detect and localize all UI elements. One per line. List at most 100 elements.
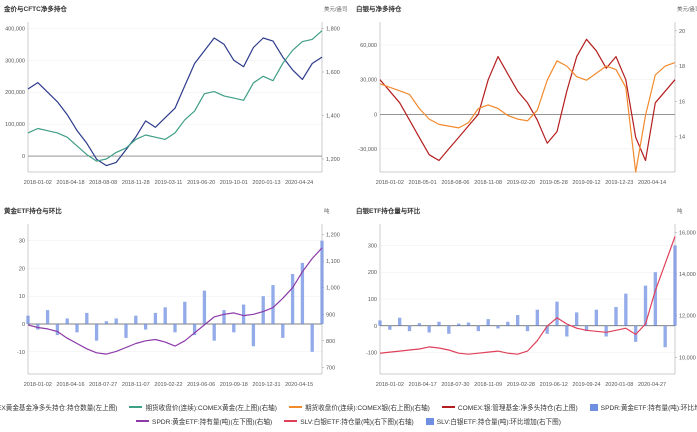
left-tick-label: 0 bbox=[374, 324, 377, 330]
chart-title: 白银与净多持仓 bbox=[356, 4, 402, 13]
legend-swatch bbox=[129, 406, 143, 408]
bar bbox=[222, 310, 226, 324]
legend-label: SPDR:黄金ETF:持有量(吨):环比增加(左下图) bbox=[600, 405, 697, 412]
x-tick-label: 2020-04-24 bbox=[285, 180, 313, 186]
x-tick-label: 2019-03-11 bbox=[155, 180, 183, 186]
x-tick-label: 2019-09-24 bbox=[572, 382, 600, 388]
x-tick-label: 2018-04-18 bbox=[56, 180, 84, 186]
x-tick-label: 2019-02-22 bbox=[154, 382, 182, 388]
left-tick-label: 10 bbox=[19, 294, 25, 300]
right-axis-unit: 美元/盎司 bbox=[677, 5, 697, 13]
right-tick-label: 1,600 bbox=[326, 70, 340, 76]
bar bbox=[55, 324, 60, 336]
bar bbox=[143, 324, 148, 330]
x-tick-label: 2018-11-28 bbox=[122, 180, 150, 186]
bar bbox=[427, 325, 431, 333]
bar bbox=[124, 324, 128, 338]
left-tick-label: 200,000 bbox=[5, 90, 25, 96]
legend-label: SLV:白银ETF:持仓量(吨)(右下图)(右轴) bbox=[300, 419, 414, 426]
bar bbox=[173, 324, 177, 333]
right-tick-label: 14 bbox=[679, 135, 685, 141]
x-tick-label: 2020-01-08 bbox=[605, 382, 633, 388]
bar bbox=[378, 320, 382, 326]
bar bbox=[65, 318, 69, 324]
bar bbox=[290, 274, 295, 324]
legend: COMEX黄金基金净多头持仓:持仓数量(左上图) 期货收盘价(连续):COMEX黄… bbox=[0, 400, 697, 432]
series-line-2 bbox=[27, 247, 323, 355]
legend-swatch bbox=[284, 420, 298, 422]
bar bbox=[202, 290, 207, 324]
chart-title: 黄金ETF持仓与环比 bbox=[4, 206, 62, 215]
x-tick-label: 2019-02-28 bbox=[507, 382, 535, 388]
bar bbox=[114, 318, 118, 324]
bar bbox=[506, 321, 510, 326]
chart-panel-1: 金价与CFTC净多持仓 美元/盎司 400,000 300,000 200,000 100… bbox=[3, 4, 348, 186]
right-tick-label: 800 bbox=[326, 339, 335, 345]
x-tick-label: 2020-04-14 bbox=[638, 180, 666, 186]
left-tick-label: 30,000 bbox=[360, 78, 377, 84]
bar bbox=[271, 285, 275, 324]
x-tick-label: 2019-06-06 bbox=[187, 382, 215, 388]
x-tick-label: 2019-12-23 bbox=[605, 180, 633, 186]
bar bbox=[486, 319, 490, 326]
right-tick-label: 1,100 bbox=[326, 259, 340, 265]
bar bbox=[624, 293, 628, 326]
bar bbox=[555, 301, 559, 326]
x-tick-label: 2018-01-02 bbox=[24, 382, 52, 388]
right-tick-label: 1,400 bbox=[326, 113, 340, 119]
left-tick-label: -100 bbox=[366, 351, 377, 357]
legend-swatch bbox=[425, 417, 434, 425]
bar bbox=[535, 309, 539, 326]
x-tick-label: 2018-07-30 bbox=[441, 382, 469, 388]
chart-title: 白银ETF持仓量与环比 bbox=[356, 206, 421, 215]
left-tick-label: 0 bbox=[22, 322, 25, 328]
x-tick-label: 2019-10-01 bbox=[220, 180, 248, 186]
bar bbox=[261, 296, 265, 324]
legend-item: SPDR:黄金ETF:持有量(吨)(左下图)(右轴) bbox=[136, 416, 272, 426]
left-tick-label: 400,000 bbox=[5, 26, 25, 32]
bar bbox=[388, 325, 392, 330]
bar bbox=[232, 324, 236, 333]
x-tick-label: 2018-04-17 bbox=[409, 382, 437, 388]
right-tick-label: 10,000 bbox=[679, 355, 696, 361]
bar bbox=[45, 310, 50, 324]
legend-item: COMEX黄金基金净多头持仓:持仓数量(左上图) bbox=[0, 402, 117, 412]
bar bbox=[565, 325, 569, 337]
bar bbox=[163, 307, 167, 324]
bar bbox=[604, 325, 608, 337]
x-tick-label: 2018-01-02 bbox=[24, 180, 52, 186]
bar bbox=[94, 324, 99, 341]
bar bbox=[575, 312, 579, 326]
left-tick-label: 300,000 bbox=[5, 58, 25, 64]
x-tick-label: 2020-01-13 bbox=[252, 180, 280, 186]
bar bbox=[663, 325, 667, 348]
right-tick-label: 1,200 bbox=[326, 233, 340, 239]
chart-panel-3: 黄金ETF持仓与环比 吨 30 20 10 0 -10 1,200 1,100 1,000 900 8… bbox=[4, 206, 340, 388]
bar bbox=[643, 285, 648, 326]
legend-item: 期货收盘价(连续):COMEX黄金(左上图)(右轴) bbox=[129, 402, 277, 412]
bar bbox=[457, 323, 461, 326]
left-tick-label: 0 bbox=[22, 154, 25, 160]
chart-panel-4: 白银ETF持仓量与环比 吨 300 200 100 0 -100 16,000 14,000 12… bbox=[356, 206, 696, 388]
bar bbox=[241, 304, 246, 324]
bar bbox=[36, 324, 40, 330]
series-line-2 bbox=[379, 60, 676, 173]
bar bbox=[134, 315, 138, 324]
left-tick-label: 0 bbox=[374, 112, 377, 118]
bar bbox=[653, 272, 657, 326]
left-tick-label: 200 bbox=[368, 270, 377, 276]
bar bbox=[85, 312, 89, 324]
right-tick-label: 700 bbox=[326, 365, 335, 371]
left-tick-label: 20 bbox=[19, 266, 25, 272]
bar bbox=[407, 325, 412, 332]
legend-label: COMEX:银:管理基金:净多头持仓(右上图) bbox=[457, 405, 578, 412]
x-tick-label: 2019-09-12 bbox=[572, 180, 600, 186]
right-axis-unit: 吨 bbox=[677, 207, 683, 215]
legend-swatch bbox=[589, 403, 598, 411]
x-tick-label: 2018-01-02 bbox=[376, 180, 404, 186]
legend-item: COMEX:银:管理基金:净多头持仓(右上图) bbox=[441, 402, 578, 412]
series-line-2 bbox=[27, 30, 323, 162]
x-tick-label: 2019-09-18 bbox=[220, 382, 248, 388]
right-axis-unit: 美元/盎司 bbox=[324, 5, 348, 13]
right-tick-label: 14,000 bbox=[679, 272, 696, 278]
